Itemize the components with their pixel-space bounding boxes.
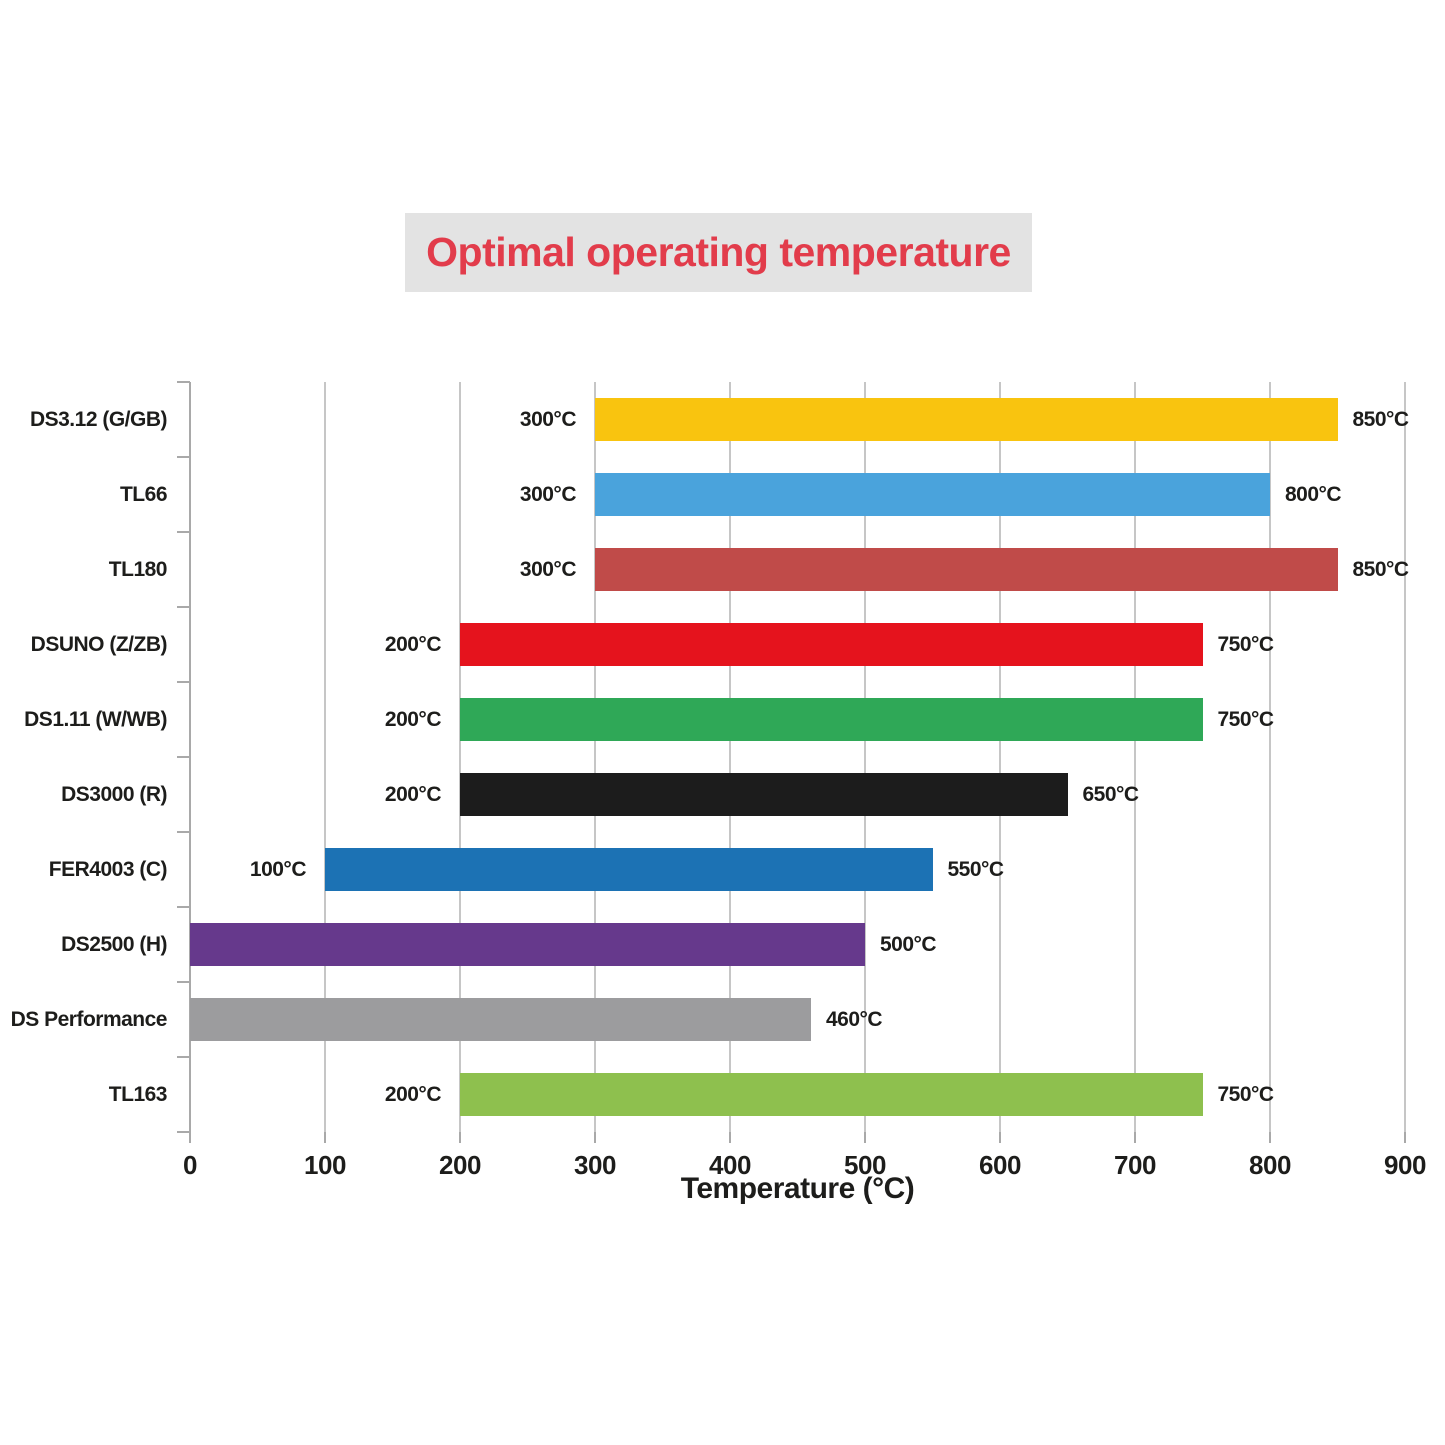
x-axis-tick <box>324 1132 326 1143</box>
bar-start-label: 200°C <box>384 632 442 656</box>
y-axis-tick <box>177 906 190 908</box>
bar-row: DS1.11 (W/WB) 200°C 750°C <box>24 682 1405 757</box>
bar-row: TL163 200°C 750°C <box>109 1057 1405 1132</box>
bar-segment <box>595 473 1270 516</box>
bar-end-label: 850°C <box>1352 557 1410 581</box>
bar-row: DS3000 (R) 200°C 650°C <box>61 757 1405 832</box>
y-axis-line <box>189 382 191 1132</box>
x-axis-tick-label: 500 <box>844 1150 886 1180</box>
bar-start-label: 200°C <box>384 707 442 731</box>
x-axis-tick <box>1134 1132 1136 1143</box>
y-axis-tick <box>177 1056 190 1058</box>
bar-segment <box>595 398 1338 441</box>
chart-title: Optimal operating temperature <box>426 229 1011 275</box>
y-axis-tick <box>177 981 190 983</box>
bar-row: DS3.12 (G/GB) 300°C 850°C <box>30 382 1409 457</box>
gridline-800 <box>1269 382 1271 1132</box>
category-label: DS1.11 (W/WB) <box>24 707 167 731</box>
category-label: TL163 <box>108 1082 168 1106</box>
category-label: DS2500 (H) <box>61 932 167 956</box>
bar-end-label: 750°C <box>1217 632 1275 656</box>
y-axis-tick <box>177 531 190 533</box>
gridline-200 <box>459 382 461 1132</box>
x-axis-tick <box>1404 1132 1406 1143</box>
y-axis-tick <box>177 381 190 383</box>
bar-segment <box>325 848 933 891</box>
x-axis-tick <box>459 1132 461 1143</box>
gridline-500 <box>864 382 866 1132</box>
y-axis-tick <box>177 756 190 758</box>
bar-segment <box>460 1073 1203 1116</box>
gridline-900 <box>1404 382 1406 1132</box>
x-axis-title: Temperature (°C) <box>680 1172 915 1205</box>
category-label: TL180 <box>108 557 168 581</box>
bar-segment <box>190 998 811 1041</box>
y-axis-tick <box>177 606 190 608</box>
bar-end-label: 550°C <box>947 857 1005 881</box>
bar-end-label: 800°C <box>1285 482 1342 506</box>
bar-row: DSUNO (Z/ZB) 200°C 750°C <box>31 607 1405 682</box>
bar-row: FER4003 (C) 100°C 550°C <box>49 832 1405 907</box>
bar-end-label: 650°C <box>1082 782 1140 806</box>
bar-segment <box>595 548 1338 591</box>
category-label: FER4003 (C) <box>48 857 168 881</box>
plot-area: DS3.12 (G/GB) 300°C 850°C TL66 300°C 800°C TL1… <box>11 381 1426 1180</box>
bar-row: DS2500 (H) 500°C <box>61 907 1405 982</box>
bar-start-label: 300°C <box>519 482 577 506</box>
bar-segment <box>460 623 1203 666</box>
bar-start-label: 200°C <box>384 782 442 806</box>
x-axis-tick-label: 400 <box>709 1150 751 1180</box>
bar-start-label: 200°C <box>384 1082 442 1106</box>
gridline-100 <box>324 382 326 1132</box>
x-axis-tick <box>729 1132 731 1143</box>
bar-start-label: 100°C <box>249 857 307 881</box>
bar-end-label: 850°C <box>1352 407 1410 431</box>
x-axis-tick-label: 800 <box>1249 1150 1291 1180</box>
x-axis-tick-label: 700 <box>1114 1150 1156 1180</box>
category-label: DS3.12 (G/GB) <box>29 407 168 431</box>
bar-segment <box>460 773 1068 816</box>
y-axis-tick <box>177 456 190 458</box>
bar-segment <box>460 698 1203 741</box>
x-axis-tick-label: 200 <box>439 1150 481 1180</box>
bar-segment <box>190 923 865 966</box>
bar-end-label: 750°C <box>1217 1082 1275 1106</box>
category-label: DS3000 (R) <box>61 782 167 806</box>
x-axis-tick-label: 900 <box>1384 1150 1426 1180</box>
x-axis-tick-label: 600 <box>979 1150 1021 1180</box>
chart-title-box: Optimal operating temperature <box>405 213 1032 292</box>
bar-row: TL180 300°C 850°C <box>109 532 1409 607</box>
x-axis-tick <box>189 1132 191 1143</box>
bar-start-label: 300°C <box>519 407 577 431</box>
bar-row: DS Performance 460°C <box>11 982 1405 1057</box>
x-axis-tick <box>864 1132 866 1143</box>
bar-end-label: 750°C <box>1217 707 1275 731</box>
y-axis-tick <box>177 1131 190 1133</box>
gridline-300 <box>594 382 596 1132</box>
x-axis-tick <box>1269 1132 1271 1143</box>
x-axis-tick-label: 300 <box>574 1150 616 1180</box>
bar-end-label: 500°C <box>880 932 937 956</box>
category-label: TL66 <box>119 482 168 506</box>
bar-end-label: 460°C <box>826 1007 883 1031</box>
x-axis-tick-label: 0 <box>183 1150 197 1180</box>
x-axis-tick <box>594 1132 596 1143</box>
gridline-600 <box>999 382 1001 1132</box>
x-axis-tick <box>999 1132 1001 1143</box>
bar-start-label: 300°C <box>519 557 577 581</box>
category-label: DS Performance <box>10 1007 168 1031</box>
x-axis-tick-label: 100 <box>304 1150 346 1180</box>
gridline-400 <box>729 382 731 1132</box>
y-axis-tick <box>177 831 190 833</box>
bar-row: TL66 300°C 800°C <box>120 457 1405 532</box>
y-axis-tick <box>177 681 190 683</box>
category-label: DSUNO (Z/ZB) <box>30 632 168 656</box>
gridline-700 <box>1134 382 1136 1132</box>
